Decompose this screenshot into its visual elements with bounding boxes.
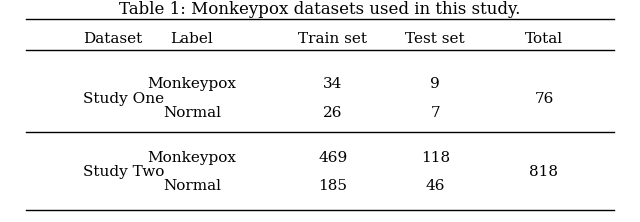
Text: 818: 818: [529, 165, 559, 179]
Text: Normal: Normal: [163, 106, 221, 120]
Text: Test set: Test set: [405, 32, 465, 46]
Text: Monkeypox: Monkeypox: [147, 151, 237, 165]
Text: 469: 469: [318, 151, 348, 165]
Text: Normal: Normal: [163, 179, 221, 194]
Text: Label: Label: [171, 32, 213, 46]
Text: Train set: Train set: [298, 32, 367, 46]
Text: 46: 46: [426, 179, 445, 194]
Text: 7: 7: [430, 106, 440, 120]
Text: 118: 118: [420, 151, 450, 165]
Text: Study Two: Study Two: [83, 165, 164, 179]
Text: Table 1: Monkeypox datasets used in this study.: Table 1: Monkeypox datasets used in this…: [119, 2, 521, 18]
Text: Total: Total: [525, 32, 563, 46]
Text: 9: 9: [430, 77, 440, 91]
Text: Monkeypox: Monkeypox: [147, 77, 237, 91]
Text: Dataset: Dataset: [83, 32, 143, 46]
Text: 34: 34: [323, 77, 342, 91]
Text: 185: 185: [318, 179, 348, 194]
Text: 76: 76: [534, 92, 554, 106]
Text: Study One: Study One: [83, 92, 164, 106]
Text: 26: 26: [323, 106, 342, 120]
